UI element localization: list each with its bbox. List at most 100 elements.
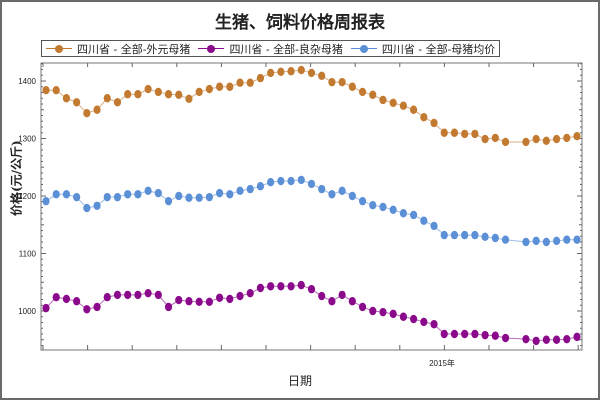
- series-2-point: [491, 233, 499, 243]
- series-2-point: [328, 190, 336, 199]
- series-1-point: [358, 302, 367, 312]
- series-2-point: [318, 184, 326, 194]
- series-1-point: [134, 290, 142, 300]
- series-1-point: [430, 320, 438, 329]
- series-0-point: [348, 82, 356, 91]
- series-2-point: [226, 190, 234, 199]
- series-0-point: [369, 90, 377, 100]
- legend-label: 四川省 - 全部-母猪均价: [381, 42, 496, 56]
- x-tick-label: 2015年: [429, 358, 455, 368]
- series-1-point: [542, 335, 550, 344]
- series-2-point: [62, 190, 71, 199]
- series-2-point: [399, 209, 408, 218]
- series-2-point: [277, 176, 285, 186]
- series-0-point: [471, 129, 479, 139]
- series-2-point: [348, 191, 356, 201]
- series-line-2: [45, 179, 577, 243]
- series-2-point: [124, 190, 132, 199]
- series-2-point: [563, 235, 571, 244]
- series-0-point: [461, 129, 469, 139]
- series-0-point: [277, 67, 285, 77]
- series-2-point: [83, 203, 91, 213]
- y-tick-label: 1200: [18, 192, 36, 201]
- series-0-point: [246, 78, 254, 87]
- series-1-point: [113, 290, 122, 300]
- series-2-point: [256, 182, 265, 191]
- series-2-point: [450, 230, 459, 240]
- series-0-point: [307, 68, 316, 78]
- series-1-point: [73, 297, 81, 306]
- series-0-point: [450, 128, 459, 137]
- series-2-point: [185, 193, 193, 202]
- series-1-point: [563, 334, 571, 344]
- series-2-point: [52, 190, 60, 199]
- series-1-point: [42, 303, 50, 313]
- series-1-point: [379, 307, 387, 317]
- series-0-point: [297, 65, 305, 75]
- series-0-point: [134, 90, 142, 99]
- series-1-point: [491, 331, 499, 340]
- series-0-point: [318, 71, 326, 81]
- series-2-point: [501, 235, 510, 244]
- series-2-point: [389, 205, 397, 214]
- series-0-point: [389, 98, 397, 108]
- series-0-point: [73, 98, 81, 107]
- series-0-point: [573, 132, 581, 141]
- series-2-point: [93, 201, 101, 210]
- legend-marker-icon: [198, 44, 225, 54]
- series-0-point: [410, 105, 418, 114]
- series-1-point: [348, 297, 356, 306]
- series-1-point: [154, 290, 162, 300]
- series-1-point: [440, 329, 448, 339]
- series-0-point: [532, 134, 540, 144]
- series-1-point: [573, 332, 581, 342]
- series-0-point: [195, 87, 203, 97]
- series-1-point: [369, 306, 377, 316]
- series-2-point: [73, 192, 81, 202]
- plot-border: [40, 62, 583, 351]
- series-0-point: [430, 118, 438, 128]
- series-2-point: [338, 186, 346, 196]
- series-2-point: [154, 188, 162, 198]
- series-0-point: [267, 68, 275, 78]
- legend-label: 四川省 - 全部-外元母猪: [77, 42, 191, 56]
- series-0-point: [113, 98, 122, 107]
- series-1-point: [175, 295, 183, 305]
- series-1-point: [328, 297, 336, 306]
- series-1-point: [450, 329, 459, 339]
- series-0-point: [154, 87, 162, 97]
- legend-label: 四川省 - 全部-良杂母猪: [229, 42, 343, 56]
- series-2-point: [532, 236, 540, 246]
- series-0-point: [83, 109, 91, 118]
- series-1-point: [410, 314, 418, 324]
- series-1-point: [552, 335, 561, 344]
- series-0-point: [501, 137, 510, 147]
- series-1-point: [52, 293, 60, 302]
- series-1-point: [236, 291, 244, 301]
- legend-item-wai-yuan: 四川省 - 全部-外元母猪: [46, 41, 190, 57]
- series-0-point: [52, 86, 60, 95]
- series-2-point: [430, 221, 438, 231]
- series-1-point: [287, 282, 295, 291]
- series-line-1: [45, 284, 578, 342]
- series-1-point: [501, 333, 510, 343]
- series-0-point: [256, 73, 265, 83]
- series-0-point: [338, 77, 346, 87]
- series-2-point: [461, 230, 469, 240]
- series-2-point: [297, 175, 305, 185]
- series-1-point: [185, 297, 193, 306]
- series-2-point: [42, 196, 50, 206]
- x-axis-label: 日期: [287, 374, 312, 388]
- y-tick-label: 1400: [18, 77, 36, 86]
- series-1-point: [83, 305, 91, 314]
- series-2-point: [175, 191, 183, 201]
- series-0-point: [226, 82, 234, 91]
- series-1-point: [532, 336, 540, 346]
- y-tick-label: 1000: [18, 307, 36, 316]
- series-0-point: [124, 90, 132, 99]
- chart-legend: 四川省 - 全部-外元母猪 四川省 - 全部-良杂母猪 四川省 - 全部-母猪均…: [41, 40, 501, 57]
- series-2-point: [236, 186, 244, 196]
- series-0-point: [185, 94, 193, 104]
